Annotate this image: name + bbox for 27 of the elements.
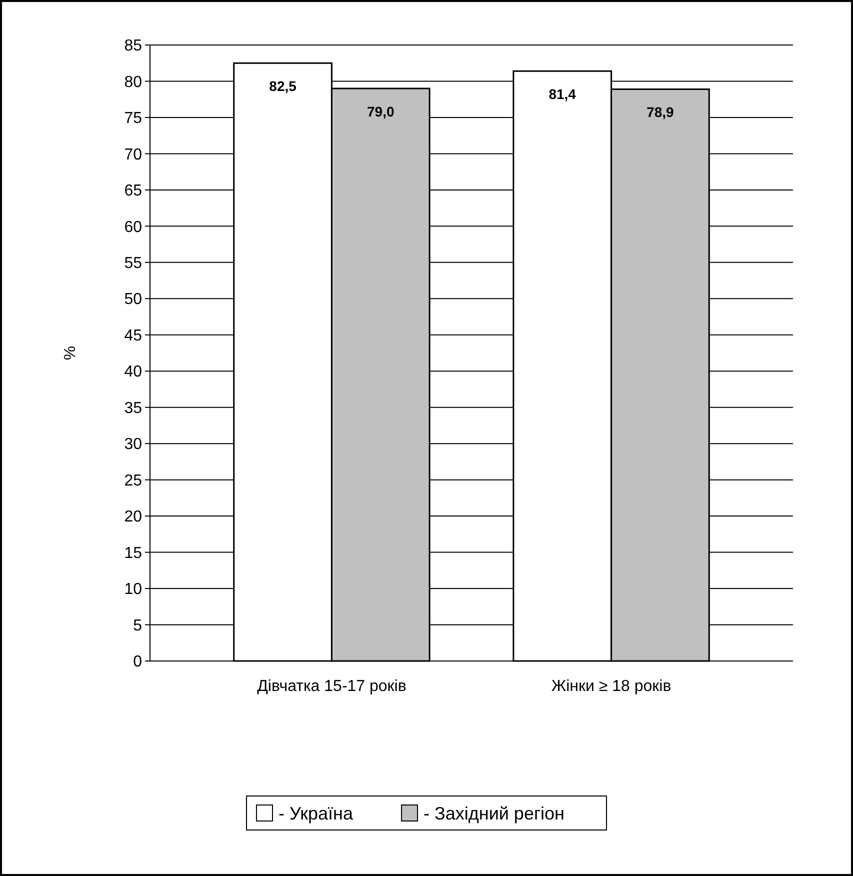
legend-label: - Україна <box>278 803 354 824</box>
y-tick-label: 5 <box>133 617 142 634</box>
y-tick-label: 50 <box>124 291 142 308</box>
y-tick-label: 10 <box>124 581 142 598</box>
data-label: 78,9 <box>646 104 674 120</box>
x-tick-label: Дівчатка 15-17 років <box>257 678 406 695</box>
y-tick-label: 55 <box>124 255 142 272</box>
y-tick-label: 35 <box>124 400 142 417</box>
y-tick-label: 25 <box>124 472 142 490</box>
y-tick-label: 40 <box>124 364 142 381</box>
y-tick-label: 30 <box>124 436 142 454</box>
y-tick-label: 65 <box>124 182 142 200</box>
y-tick-label: 70 <box>124 146 142 164</box>
x-tick-label: Жінки ≥ 18 років <box>551 678 672 695</box>
y-tick-label: 45 <box>124 327 142 344</box>
y-axis-title: % <box>62 346 79 360</box>
y-tick-label: 60 <box>124 218 142 236</box>
y-tick-label: 85 <box>124 38 142 55</box>
y-tick-label: 75 <box>124 110 142 128</box>
data-label: 81,4 <box>548 86 576 102</box>
y-tick-label: 80 <box>124 74 142 91</box>
y-tick-label: 0 <box>133 654 142 671</box>
legend-label: - Західний регіон <box>424 803 564 824</box>
y-tick-label: 20 <box>124 508 142 526</box>
data-label: 82,5 <box>269 78 297 94</box>
data-label: 79,0 <box>367 103 394 120</box>
y-tick-label: 15 <box>124 544 142 562</box>
